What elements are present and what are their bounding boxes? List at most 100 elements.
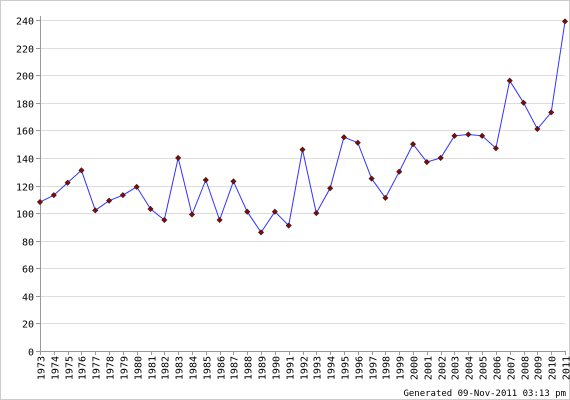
data-point xyxy=(119,192,126,199)
data-point xyxy=(36,199,44,206)
data-point xyxy=(216,216,223,224)
y-tick-label: 0 xyxy=(28,348,34,359)
x-tick-label: 1997 xyxy=(369,356,380,380)
y-tick-label: 240 xyxy=(16,17,34,28)
axes xyxy=(36,16,566,355)
data-point xyxy=(244,208,251,215)
y-tick-label: 180 xyxy=(16,100,34,111)
data-point xyxy=(451,132,458,139)
data-point xyxy=(437,154,444,161)
x-tick-label: 2007 xyxy=(507,356,518,380)
data-points xyxy=(36,18,569,236)
x-tick-label: 1993 xyxy=(313,356,324,380)
x-tick-label: 2001 xyxy=(424,356,435,380)
generated-timestamp: Generated 09-Nov-2011 03:13 pm xyxy=(403,389,566,399)
x-tick-label: 2009 xyxy=(534,356,545,380)
x-tick-label: 1998 xyxy=(382,356,393,380)
data-point xyxy=(271,208,278,215)
x-tick-label: 1983 xyxy=(175,356,186,380)
x-tick-label: 2002 xyxy=(438,356,449,380)
data-point xyxy=(175,154,182,161)
data-point xyxy=(492,145,499,152)
data-point xyxy=(382,194,389,201)
x-tick-label: 1988 xyxy=(244,356,255,380)
y-tick-labels: 0 20 40 60 80 100 120 140 160 180 200 220 240 xyxy=(16,17,34,359)
x-tick-label: 1987 xyxy=(230,356,241,380)
y-tick-label: 140 xyxy=(16,155,34,166)
x-tick-label: 1981 xyxy=(148,356,159,380)
data-point xyxy=(368,175,375,182)
y-tick-label: 80 xyxy=(22,238,34,249)
x-tick-label: 2004 xyxy=(465,356,476,380)
data-point xyxy=(92,207,99,214)
x-tick-label: 1990 xyxy=(272,356,283,380)
data-point xyxy=(340,134,347,141)
data-point xyxy=(147,205,154,212)
grid-lines xyxy=(40,20,565,324)
x-tick-label: 1985 xyxy=(203,356,214,380)
x-tick-label: 1976 xyxy=(78,356,89,380)
y-tick-label: 160 xyxy=(16,127,34,138)
data-point xyxy=(188,211,195,218)
data-point xyxy=(479,132,486,139)
data-point xyxy=(548,109,555,116)
x-tick-labels: 1973 1974 1975 1976 1977 1978 1979 1980 1981 1982… xyxy=(37,356,570,380)
y-tick-label: 200 xyxy=(16,72,34,83)
data-point xyxy=(465,131,472,138)
data-point xyxy=(106,197,113,204)
data-point xyxy=(313,210,320,217)
x-tick-label: 1991 xyxy=(286,356,297,380)
x-tick-label: 1977 xyxy=(92,356,103,380)
data-point xyxy=(506,77,513,84)
x-tick-label: 1989 xyxy=(258,356,269,380)
data-point xyxy=(396,168,403,175)
x-tick-label: 2005 xyxy=(479,356,490,380)
x-tick-label: 2003 xyxy=(451,356,462,380)
data-point xyxy=(520,99,527,106)
x-tick-label: 1995 xyxy=(341,356,352,380)
x-tick-label: 1973 xyxy=(37,356,48,380)
data-point xyxy=(50,192,57,199)
x-tick-label: 1978 xyxy=(106,356,117,380)
data-point xyxy=(78,167,85,174)
x-tick-label: 2000 xyxy=(410,356,421,380)
x-tick-label: 2006 xyxy=(493,356,504,380)
x-tick-label: 1974 xyxy=(51,356,62,380)
x-tick-label: 1996 xyxy=(355,356,366,380)
x-tick-label: 1975 xyxy=(65,356,76,380)
data-point xyxy=(285,222,292,229)
data-point xyxy=(258,229,265,236)
data-point xyxy=(534,125,541,132)
x-tick-label: 1992 xyxy=(300,356,311,380)
x-tick-label: 1980 xyxy=(134,356,145,380)
y-tick-label: 40 xyxy=(22,293,34,304)
y-tick-label: 100 xyxy=(16,210,34,221)
x-tick-label: 1999 xyxy=(396,356,407,380)
data-point xyxy=(327,185,334,192)
data-point xyxy=(161,216,168,224)
y-tick-label: 20 xyxy=(22,320,34,331)
x-tick-label: 1979 xyxy=(120,356,131,380)
x-tick-label: 1984 xyxy=(189,356,200,380)
data-point xyxy=(561,18,569,25)
data-point xyxy=(299,146,306,153)
x-tick-label: 2008 xyxy=(521,356,532,380)
x-tick-label: 1986 xyxy=(217,356,228,380)
data-point xyxy=(202,176,209,184)
x-tick-label: 1982 xyxy=(161,356,172,380)
x-tick-label: 2011 xyxy=(562,356,570,380)
data-point xyxy=(410,141,417,148)
data-point xyxy=(64,179,71,186)
data-point xyxy=(354,139,361,146)
y-tick-label: 60 xyxy=(22,265,34,276)
x-tick-label: 2010 xyxy=(548,356,559,380)
data-point xyxy=(133,183,140,190)
data-point xyxy=(423,159,430,166)
x-tick-label: 1994 xyxy=(327,356,338,380)
y-tick-label: 220 xyxy=(16,45,34,56)
data-point xyxy=(230,178,237,185)
y-tick-label: 120 xyxy=(16,183,34,194)
